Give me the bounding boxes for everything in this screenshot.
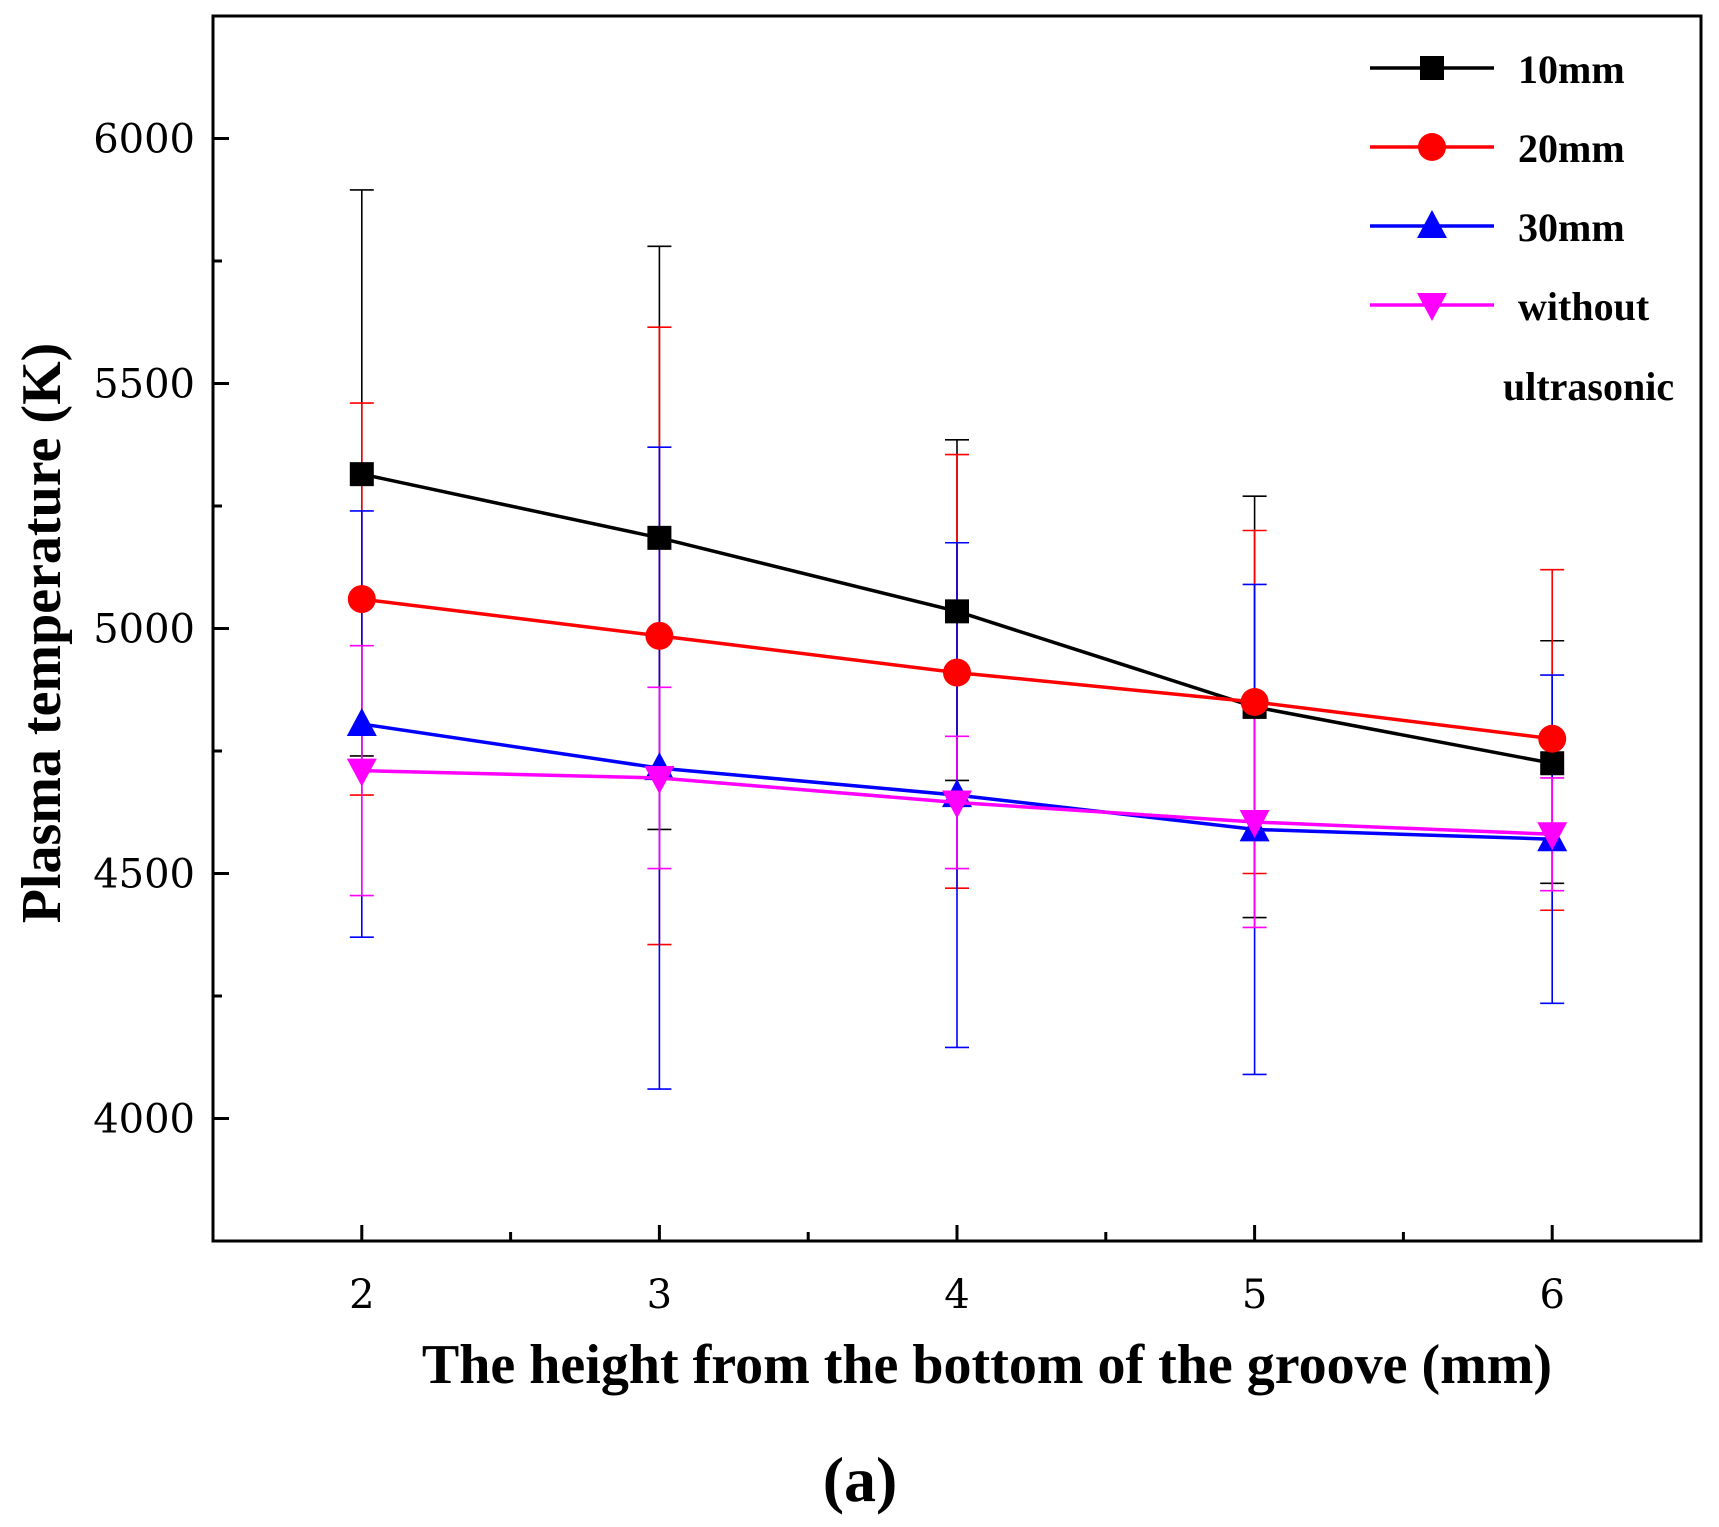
data-point [1537, 822, 1568, 851]
data-point [647, 525, 672, 550]
x-tick-label: 3 [647, 1272, 672, 1318]
data-point [1240, 688, 1269, 716]
data-point [347, 585, 376, 614]
x-axis-title: The height from the bottom of the groove… [422, 1334, 1552, 1396]
legend-marker [1420, 56, 1444, 80]
panel-label: (a) [823, 1444, 898, 1515]
legend-marker [1418, 133, 1446, 161]
data-point [1540, 751, 1565, 776]
x-tick-label: 4 [944, 1272, 969, 1318]
legend-marker [1417, 293, 1447, 321]
data-point [349, 462, 374, 487]
legend-label: 10mm [1518, 47, 1625, 92]
x-tick-label: 2 [349, 1272, 374, 1318]
data-point [346, 758, 377, 787]
x-tick-label: 6 [1539, 1272, 1564, 1318]
y-axis-title: Plasma temperature (K) [11, 343, 73, 924]
y-tick-label: 5000 [93, 607, 195, 653]
y-tick-label: 6000 [93, 117, 195, 163]
data-point [1538, 724, 1567, 753]
data-point [945, 599, 969, 624]
data-point [1239, 810, 1270, 839]
legend-label: 20mm [1518, 126, 1625, 171]
data-point [645, 621, 674, 650]
y-tick-label: 5500 [93, 362, 195, 408]
legend-label: 30mm [1518, 205, 1625, 250]
legend-label: without [1518, 284, 1650, 329]
data-point [943, 658, 971, 687]
x-tick-label: 5 [1242, 1272, 1267, 1318]
data-point [346, 708, 377, 737]
legend-label: ultrasonic [1503, 364, 1674, 409]
y-tick-label: 4500 [93, 852, 195, 898]
legend-marker [1417, 210, 1447, 238]
data-point [942, 790, 972, 819]
data-point [644, 765, 675, 794]
plot-area: 2 3 4 5 6 4000 4500 5000 5500 6000 10mm 20mm 30mm wit… [93, 14, 1703, 1318]
y-tick-label: 4000 [93, 1097, 195, 1143]
